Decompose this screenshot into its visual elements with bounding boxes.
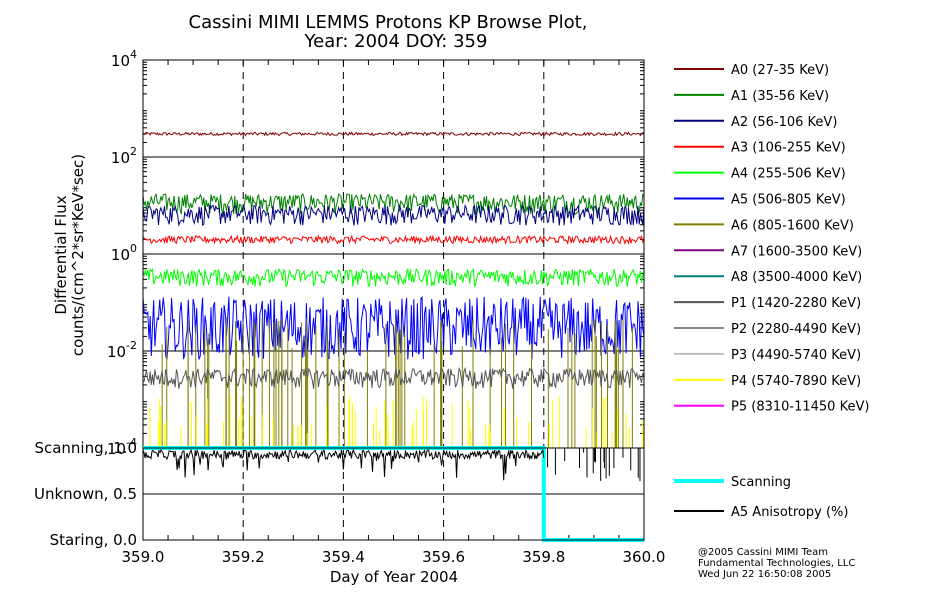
flux-y-tick-label: 104	[111, 48, 137, 70]
series-line-5	[142, 295, 645, 360]
legend-label: P2 (2280-4490 KeV)	[731, 322, 861, 337]
legend-label: P3 (4490-5740 KeV)	[731, 348, 861, 363]
legend-label: A5 Anisotropy (%)	[731, 505, 848, 520]
flux-y-tick-base: 10	[107, 440, 126, 458]
chart-title-line-1: Cassini MIMI LEMMS Protons KP Browse Plo…	[189, 12, 588, 33]
flux-y-tick-exponent: 0	[130, 242, 137, 255]
anisotropy-y-ticks: Scanning, 1.0 Unknown, 0.5 Staring, 0.0	[34, 439, 137, 549]
anisotropy-y-tick-label: Unknown, 0.5	[34, 485, 137, 503]
series-line-1	[142, 192, 645, 216]
anisotropy-y-tick-label: Staring, 0.0	[50, 531, 137, 549]
legend-label: A8 (3500-4000 KeV)	[731, 270, 862, 285]
flux-series-group	[142, 131, 645, 448]
footer-credits: @2005 Cassini MIMI Team Fundamental Tech…	[698, 547, 855, 580]
legend-item-13: P5 (8310-11450 KeV)	[674, 400, 869, 415]
flux-y-tick-label: 102	[111, 145, 137, 167]
legend-item-10: P2 (2280-4490 KeV)	[674, 322, 861, 337]
x-axis-label: Day of Year 2004	[330, 568, 458, 586]
series-line-9	[142, 366, 645, 390]
legend-label: Scanning	[731, 475, 791, 490]
legend-label: A7 (1600-3500 KeV)	[731, 244, 862, 259]
legend-label: P1 (1420-2280 KeV)	[731, 296, 861, 311]
legend-label: P4 (5740-7890 KeV)	[731, 374, 861, 389]
chart-title: Cassini MIMI LEMMS Protons KP Browse Plo…	[189, 12, 588, 52]
series-line-0	[142, 131, 645, 137]
series-line-2	[142, 203, 645, 227]
x-tick-label: 360.0	[623, 548, 666, 566]
footer-line-1: @2005 Cassini MIMI Team	[698, 547, 828, 558]
flux-y-tick-base: 10	[111, 246, 130, 264]
legend: A0 (27-35 KeV) A1 (35-56 KeV) A2 (56-106 K…	[674, 63, 869, 520]
legend-item-1: A1 (35-56 KeV)	[674, 89, 829, 104]
series-6-spikes	[161, 317, 633, 448]
series-line-3	[142, 234, 645, 246]
anisotropy-plot-frame	[142, 447, 645, 541]
legend-item-7: A7 (1600-3500 KeV)	[674, 244, 862, 259]
x-axis: 359.0 359.2 359.4 359.6 359.8 360.0 Day of Ye…	[122, 548, 666, 586]
legend-label: A5 (506-805 KeV)	[731, 193, 846, 208]
flux-grid	[142, 60, 645, 448]
flux-y-tick-label: 10-4	[107, 436, 137, 458]
legend-item-0: A0 (27-35 KeV)	[674, 63, 829, 78]
x-tick-label: 359.4	[322, 548, 365, 566]
legend-item-lower-1: A5 Anisotropy (%)	[674, 505, 848, 520]
flux-y-tick-base: 10	[111, 52, 130, 70]
legend-item-12: P4 (5740-7890 KeV)	[674, 374, 861, 389]
legend-item-4: A4 (255-506 KeV)	[674, 167, 846, 182]
legend-label: A3 (106-255 KeV)	[731, 141, 846, 156]
legend-label: A6 (805-1600 KeV)	[731, 218, 854, 233]
flux-y-tick-base: 10	[107, 343, 126, 361]
flux-y-axis-label-line-2: counts/(cm^2*sr*KeV*sec)	[69, 154, 87, 356]
flux-y-tick-base: 10	[111, 149, 130, 167]
flux-y-axis-label: Differential Flux counts/(cm^2*sr*KeV*se…	[52, 154, 87, 356]
legend-label: A0 (27-35 KeV)	[731, 63, 829, 78]
flux-y-axis-label-line-1: Differential Flux	[52, 195, 70, 314]
x-tick-label: 359.0	[122, 548, 165, 566]
legend-item-8: A8 (3500-4000 KeV)	[674, 270, 862, 285]
x-tick-label: 359.8	[522, 548, 565, 566]
footer-line-3: Wed Jun 22 16:50:08 2005	[698, 569, 831, 580]
x-tick-label: 359.2	[222, 548, 265, 566]
legend-label: P5 (8310-11450 KeV)	[731, 400, 869, 415]
legend-label: A2 (56-106 KeV)	[731, 115, 837, 130]
chart-title-line-2: Year: 2004 DOY: 359	[304, 31, 488, 52]
flux-y-tick-exponent: 4	[130, 48, 137, 61]
legend-item-3: A3 (106-255 KeV)	[674, 141, 846, 156]
flux-y-tick-exponent: -2	[126, 339, 137, 352]
x-tick-label: 359.6	[422, 548, 465, 566]
flux-y-tick-exponent: 2	[130, 145, 137, 158]
footer-line-2: Fundamental Technologies, LLC	[698, 558, 855, 569]
anisotropy-grid	[142, 448, 645, 540]
legend-item-lower-0: Scanning	[674, 475, 791, 490]
legend-item-11: P3 (4490-5740 KeV)	[674, 348, 861, 363]
series-line-4	[142, 267, 645, 288]
flux-y-tick-label: 100	[111, 242, 137, 264]
legend-label: A1 (35-56 KeV)	[731, 89, 829, 104]
legend-item-5: A5 (506-805 KeV)	[674, 193, 846, 208]
anisotropy-panel: Scanning, 1.0 Unknown, 0.5 Staring, 0.0	[34, 439, 645, 549]
series-12-spikes	[149, 394, 645, 448]
legend-item-6: A6 (805-1600 KeV)	[674, 218, 854, 233]
legend-label: A4 (255-506 KeV)	[731, 167, 846, 182]
legend-item-2: A2 (56-106 KeV)	[674, 115, 837, 130]
anisotropy-y-tick-label: Scanning, 1.0	[34, 439, 137, 457]
legend-item-9: P1 (1420-2280 KeV)	[674, 296, 861, 311]
flux-y-tick-exponent: -4	[126, 436, 137, 449]
anisotropy-line	[142, 448, 545, 481]
flux-y-tick-label: 10-2	[107, 339, 137, 361]
x-tick-labels: 359.0 359.2 359.4 359.6 359.8 360.0	[122, 548, 666, 566]
